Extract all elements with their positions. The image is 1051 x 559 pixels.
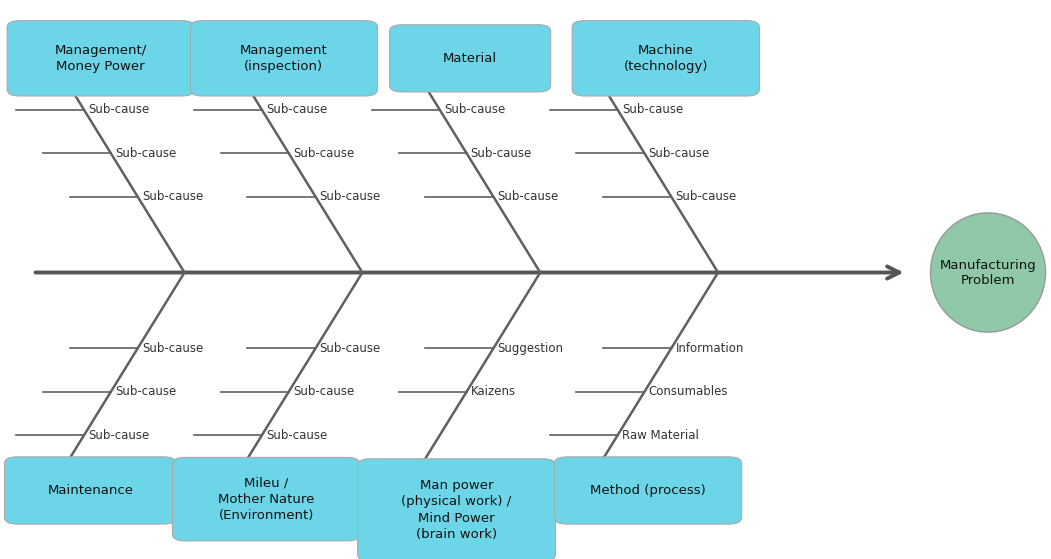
Text: Machine
(technology): Machine (technology) [623,44,708,73]
Text: Mileu /
Mother Nature
(Environment): Mileu / Mother Nature (Environment) [218,476,314,522]
Text: Suggestion: Suggestion [497,342,563,355]
Text: Manufacturing
Problem: Manufacturing Problem [940,258,1036,287]
Text: Sub-cause: Sub-cause [676,190,737,203]
FancyBboxPatch shape [172,457,359,541]
FancyBboxPatch shape [190,21,377,96]
FancyBboxPatch shape [554,457,742,524]
Text: Sub-cause: Sub-cause [293,385,354,399]
Text: Sub-cause: Sub-cause [88,103,149,116]
Text: Sub-cause: Sub-cause [622,103,683,116]
Ellipse shape [930,213,1046,332]
Text: Sub-cause: Sub-cause [471,146,532,160]
FancyBboxPatch shape [572,21,760,96]
FancyBboxPatch shape [390,25,551,92]
Text: Material: Material [444,52,497,65]
Text: Sub-cause: Sub-cause [648,146,709,160]
Text: Sub-cause: Sub-cause [444,103,506,116]
Text: Man power
(physical work) /
Mind Power
(brain work): Man power (physical work) / Mind Power (… [401,479,512,541]
Text: Sub-cause: Sub-cause [115,146,177,160]
Text: Information: Information [676,342,744,355]
FancyBboxPatch shape [7,21,194,96]
Text: Kaizens: Kaizens [471,385,516,399]
Text: Sub-cause: Sub-cause [497,190,559,203]
FancyBboxPatch shape [4,457,177,524]
Text: Sub-cause: Sub-cause [293,146,354,160]
Text: Consumables: Consumables [648,385,728,399]
Text: Sub-cause: Sub-cause [115,385,177,399]
Text: Method (process): Method (process) [590,484,706,497]
Text: Sub-cause: Sub-cause [142,190,203,203]
Text: Management
(inspection): Management (inspection) [240,44,328,73]
FancyBboxPatch shape [357,459,555,559]
Text: Sub-cause: Sub-cause [320,342,380,355]
Text: Raw Material: Raw Material [622,429,699,442]
Text: Sub-cause: Sub-cause [266,429,327,442]
Text: Sub-cause: Sub-cause [320,190,380,203]
Text: Sub-cause: Sub-cause [88,429,149,442]
Text: Sub-cause: Sub-cause [142,342,203,355]
Text: Management/
Money Power: Management/ Money Power [55,44,147,73]
Text: Maintenance: Maintenance [47,484,133,497]
Text: Sub-cause: Sub-cause [266,103,327,116]
